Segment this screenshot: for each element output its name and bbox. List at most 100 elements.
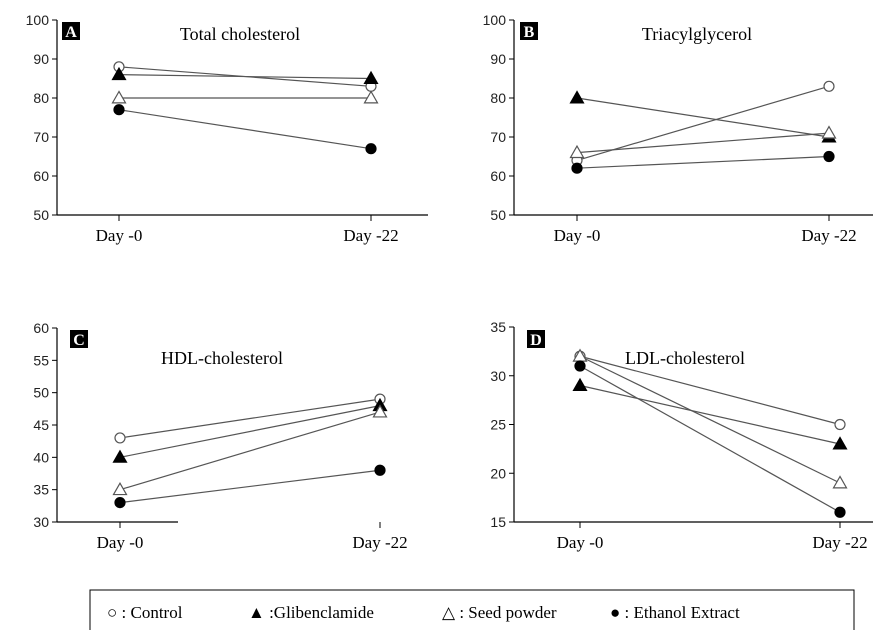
panel-d: 15 20 25 30 35 Day -0 Day -22 D LDL-cholesterol <box>490 319 873 552</box>
series-line <box>579 355 841 426</box>
x-tick-label: Day -0 <box>557 533 604 552</box>
panel-letter-badge <box>70 330 88 348</box>
panel-letter-badge <box>527 330 545 348</box>
x-tick-label: Day -0 <box>96 226 143 245</box>
panel-letter: D <box>530 332 542 349</box>
y-tick-label: 50 <box>33 385 49 401</box>
series-seed-powder <box>111 90 379 104</box>
series-ethanol-extract <box>113 104 377 155</box>
panel-a: 50 60 70 80 90 100 Day -0 Day -22 A Total cholest… <box>26 12 428 245</box>
series-ethanol-extract <box>574 360 846 518</box>
data-point <box>114 497 126 509</box>
data-point <box>832 436 848 450</box>
series-seed-powder <box>572 348 848 489</box>
y-tick-label: 25 <box>490 417 506 433</box>
y-tick-label: 70 <box>490 129 506 145</box>
data-point <box>112 481 128 496</box>
data-point <box>111 90 127 104</box>
y-tick-label: 100 <box>483 12 507 28</box>
series-line <box>576 97 830 138</box>
y-tick-label: 90 <box>490 51 506 67</box>
data-point <box>572 377 588 391</box>
series-line <box>119 411 381 491</box>
data-point <box>821 125 837 139</box>
y-tick-label: 40 <box>33 449 49 465</box>
series-seed-powder <box>112 404 388 496</box>
data-point <box>363 70 379 84</box>
data-point <box>823 150 835 163</box>
y-tick-label: 80 <box>33 90 49 106</box>
y-tick-label: 60 <box>490 168 506 184</box>
series-line <box>579 384 841 445</box>
panel-letter: C <box>73 332 85 349</box>
series-seed-powder <box>569 125 837 159</box>
series-glibenclamide <box>112 397 388 463</box>
y-tick-label: 30 <box>490 368 506 384</box>
x-tick-label: Day -22 <box>352 533 407 552</box>
panel-title: Triacylglycerol <box>642 24 752 44</box>
y-tick-label: 70 <box>33 129 49 145</box>
y-tick-label: 80 <box>490 90 506 106</box>
x-tick-label: Day -0 <box>554 226 601 245</box>
y-tick-label: 35 <box>33 482 49 498</box>
series-ethanol-extract <box>571 150 835 174</box>
y-tick-label: 60 <box>33 168 49 184</box>
y-tick-label: 60 <box>33 320 49 336</box>
panel-letter-badge <box>520 22 538 40</box>
data-point <box>114 432 126 444</box>
series-glibenclamide <box>111 66 379 84</box>
data-point <box>363 90 379 104</box>
x-tick-label: Day -22 <box>343 226 398 245</box>
data-point <box>112 449 128 463</box>
series-line <box>118 74 372 80</box>
data-point <box>113 104 125 116</box>
y-tick-label: 15 <box>490 514 506 530</box>
series-line <box>579 355 841 484</box>
panel-letter: B <box>524 24 535 41</box>
x-tick-label: Day -0 <box>97 533 144 552</box>
y-tick-label: 100 <box>26 12 50 28</box>
panel-title: Total cholesterol <box>180 24 300 44</box>
series-line <box>119 398 381 439</box>
legend-item-control: ○ : Control <box>107 603 183 622</box>
legend-frame <box>89 589 855 630</box>
data-point <box>365 143 377 155</box>
data-point <box>111 66 127 81</box>
y-tick-label: 45 <box>33 417 49 433</box>
y-tick-label: 20 <box>490 465 506 481</box>
series-line <box>118 109 372 150</box>
y-tick-label: 30 <box>33 514 49 530</box>
data-point <box>834 418 846 431</box>
legend-item-seed-powder: △ : Seed powder <box>442 603 557 622</box>
x-tick-label: Day -22 <box>801 226 856 245</box>
legend: ○ : Control ▲ :Glibenclamide △ : Seed po… <box>89 589 855 630</box>
panel-b: 50 60 70 80 90 100 Day -0 Day -22 B Triacylglycer… <box>483 12 873 245</box>
x-tick-label: Day -22 <box>812 533 867 552</box>
y-tick-label: 35 <box>490 319 506 335</box>
series-line <box>119 405 381 458</box>
y-tick-label: 50 <box>490 207 506 223</box>
series-ethanol-extract <box>114 464 386 509</box>
panel-title: LDL-cholesterol <box>625 348 745 368</box>
series-glibenclamide <box>569 90 837 143</box>
legend-item-ethanol-extract: ● : Ethanol Extract <box>610 603 740 622</box>
data-point <box>832 475 848 489</box>
legend-item-glibenclamide: ▲ :Glibenclamide <box>248 603 374 622</box>
series-control <box>571 80 835 166</box>
series-line <box>119 469 381 504</box>
panel-letter: A <box>65 24 77 41</box>
data-point <box>571 162 583 174</box>
data-point <box>823 80 835 92</box>
data-point <box>372 404 388 418</box>
y-tick-label: 50 <box>33 207 49 223</box>
series-line <box>576 85 830 161</box>
series-control <box>114 393 386 444</box>
data-point <box>569 144 585 159</box>
data-point <box>374 464 386 476</box>
y-tick-label: 90 <box>33 51 49 67</box>
panel-title: HDL-cholesterol <box>161 348 283 368</box>
data-point <box>574 360 586 372</box>
panel-letter-badge <box>62 22 80 40</box>
series-line <box>576 132 830 154</box>
